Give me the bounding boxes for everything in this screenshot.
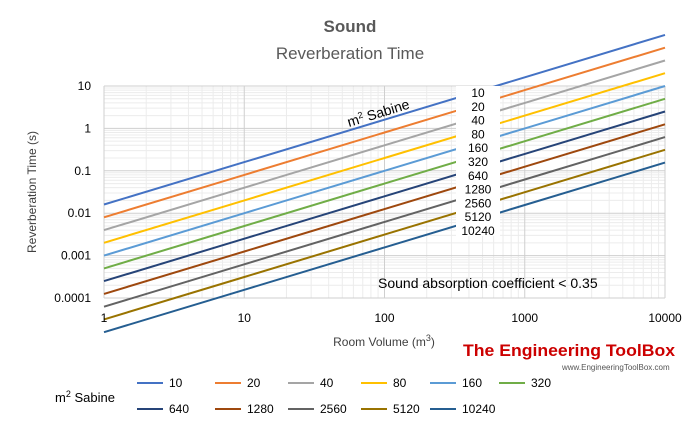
legend-label: 80 bbox=[393, 376, 407, 390]
legend-item-80: 80 bbox=[361, 376, 407, 390]
x-axis-label: Room Volume (m3) bbox=[333, 333, 435, 349]
chart-subtitle: Reverberation Time bbox=[276, 44, 424, 63]
x-axis-label-sup: 3 bbox=[426, 333, 431, 343]
series-line-2560 bbox=[103, 136, 666, 308]
y-tick-label: 0.001 bbox=[61, 249, 91, 263]
y-tick-labels: 0.0001 0.001 0.01 0.1 1 10 bbox=[54, 79, 91, 305]
legend-label: 2560 bbox=[320, 402, 347, 416]
logo-text: The Engineering ToolBox bbox=[463, 341, 676, 360]
x-tick-labels: 1 10 100 1000 10000 bbox=[101, 311, 682, 325]
legend-item-320: 320 bbox=[499, 376, 551, 390]
series-label-unit-sup: 2 bbox=[356, 110, 364, 121]
series-end-label-320: 320 bbox=[468, 155, 488, 169]
y-tick-label: 1 bbox=[84, 121, 91, 135]
series-end-label-40: 40 bbox=[471, 114, 485, 128]
y-tick-label: 0.01 bbox=[68, 206, 92, 220]
y-tick-label: 0.1 bbox=[74, 164, 91, 178]
x-axis-label-main: Room Volume (m bbox=[333, 335, 426, 349]
series-lines bbox=[103, 33, 666, 334]
legend: 10 20 40 80 160 320 640 1280 2560 5120 10240 bbox=[137, 376, 551, 416]
series-line-1280 bbox=[103, 123, 666, 295]
chart-title: Sound bbox=[324, 17, 377, 36]
legend-title-unit: m bbox=[55, 390, 66, 405]
series-end-label-10240: 10240 bbox=[461, 224, 495, 238]
series-end-label-2560: 2560 bbox=[465, 196, 492, 210]
legend-item-20: 20 bbox=[215, 376, 261, 390]
x-tick-label: 1 bbox=[101, 311, 108, 325]
absorption-annotation: Sound absorption coefficient < 0.35 bbox=[378, 275, 598, 291]
legend-label: 5120 bbox=[393, 402, 420, 416]
series-end-label-5120: 5120 bbox=[465, 210, 492, 224]
series-line-640 bbox=[103, 110, 666, 283]
legend-label: 640 bbox=[169, 402, 189, 416]
y-tick-label: 0.0001 bbox=[54, 291, 91, 305]
legend-item-160: 160 bbox=[430, 376, 482, 390]
series-label-unit: m bbox=[345, 111, 361, 130]
series-end-label-80: 80 bbox=[471, 127, 485, 141]
engineering-toolbox-logo: The Engineering ToolBox www.EngineeringT… bbox=[463, 341, 676, 372]
series-end-label-640: 640 bbox=[468, 169, 488, 183]
legend-title-unit-sup: 2 bbox=[66, 389, 71, 399]
series-end-label-160: 160 bbox=[468, 141, 488, 155]
legend-label: 320 bbox=[531, 376, 551, 390]
series-line-5120 bbox=[103, 148, 666, 321]
legend-item-2560: 2560 bbox=[288, 402, 347, 416]
legend-title: m2 Sabine bbox=[55, 389, 115, 405]
series-line-320 bbox=[103, 97, 666, 270]
series-label-background bbox=[456, 86, 500, 236]
legend-label: 40 bbox=[320, 376, 334, 390]
legend-label: 20 bbox=[247, 376, 261, 390]
series-line-80 bbox=[103, 72, 666, 244]
series-line-40 bbox=[103, 59, 666, 232]
x-tick-label: 1000 bbox=[511, 311, 538, 325]
legend-label: 10240 bbox=[462, 402, 496, 416]
legend-label: 160 bbox=[462, 376, 482, 390]
legend-item-1280: 1280 bbox=[215, 402, 274, 416]
y-axis-label: Reverberation Time (s) bbox=[25, 131, 39, 253]
legend-item-10: 10 bbox=[137, 376, 183, 390]
logo-url: www.EngineeringToolBox.com bbox=[561, 363, 670, 372]
legend-label: 1280 bbox=[247, 402, 274, 416]
legend-item-640: 640 bbox=[137, 402, 189, 416]
series-line-160 bbox=[103, 85, 666, 257]
x-tick-label: 10000 bbox=[648, 311, 682, 325]
x-tick-label: 10 bbox=[238, 311, 252, 325]
legend-item-5120: 5120 bbox=[361, 402, 420, 416]
series-label-unit-rest: Sabine bbox=[361, 96, 411, 125]
series-end-label-1280: 1280 bbox=[465, 183, 492, 197]
series-line-10240 bbox=[103, 161, 666, 334]
x-tick-label: 100 bbox=[374, 311, 394, 325]
series-line-20 bbox=[103, 46, 666, 219]
series-line-10 bbox=[103, 33, 666, 206]
legend-item-40: 40 bbox=[288, 376, 334, 390]
y-tick-label: 10 bbox=[78, 79, 92, 93]
series-end-label-20: 20 bbox=[471, 100, 485, 114]
legend-title-unit-rest: Sabine bbox=[71, 390, 115, 405]
legend-item-10240: 10240 bbox=[430, 402, 496, 416]
legend-label: 10 bbox=[169, 376, 183, 390]
series-end-label-10: 10 bbox=[471, 86, 485, 100]
x-axis-label-close: ) bbox=[431, 335, 435, 349]
